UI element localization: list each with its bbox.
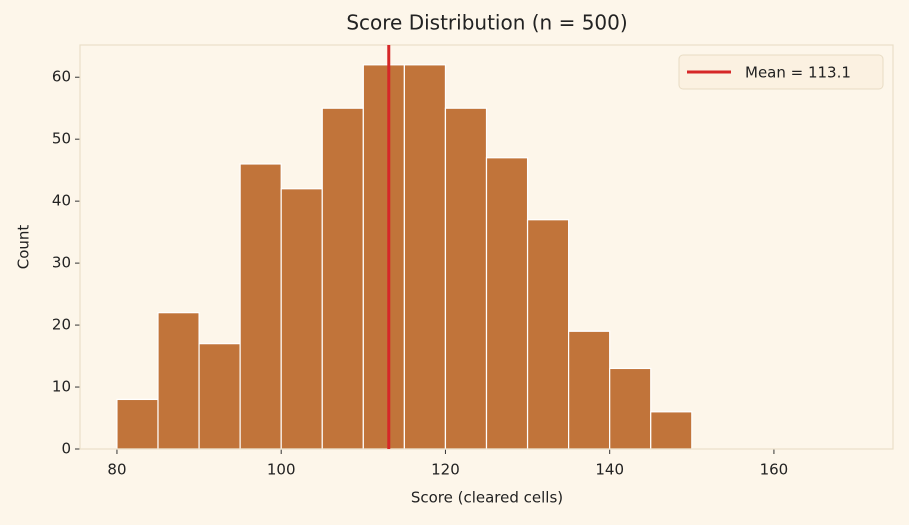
bar [280, 188, 323, 450]
y-tick-label: 0 [61, 440, 71, 458]
chart-title: Score Distribution (n = 500) [346, 11, 627, 35]
y-tick-label: 60 [52, 68, 71, 86]
bar [198, 343, 241, 450]
x-tick-label: 80 [107, 461, 126, 479]
bar [444, 107, 488, 450]
x-tick-label: 120 [431, 461, 460, 479]
bar [239, 163, 282, 450]
bar [157, 312, 200, 450]
bar [116, 398, 159, 450]
bar [526, 219, 570, 450]
legend-label: Mean = 113.1 [745, 64, 851, 82]
y-tick-label: 50 [52, 130, 71, 148]
plot-frame [79, 44, 894, 450]
legend-box [678, 54, 884, 90]
bar [609, 367, 652, 450]
x-tick-label: 140 [595, 461, 624, 479]
x-axis-label: Score (cleared cells) [411, 489, 563, 507]
bar [403, 64, 447, 450]
y-tick-label: 40 [52, 192, 71, 210]
bar [321, 107, 364, 450]
y-tick-label: 10 [52, 378, 71, 396]
y-tick-label: 30 [52, 254, 71, 272]
x-tick-label: 100 [267, 461, 296, 479]
x-tick-label: 160 [760, 461, 789, 479]
bar [650, 411, 693, 450]
bar [485, 157, 529, 450]
bar [362, 64, 405, 450]
y-tick-label: 20 [52, 316, 71, 334]
bar [568, 330, 611, 450]
y-axis-label: Count [15, 225, 33, 270]
